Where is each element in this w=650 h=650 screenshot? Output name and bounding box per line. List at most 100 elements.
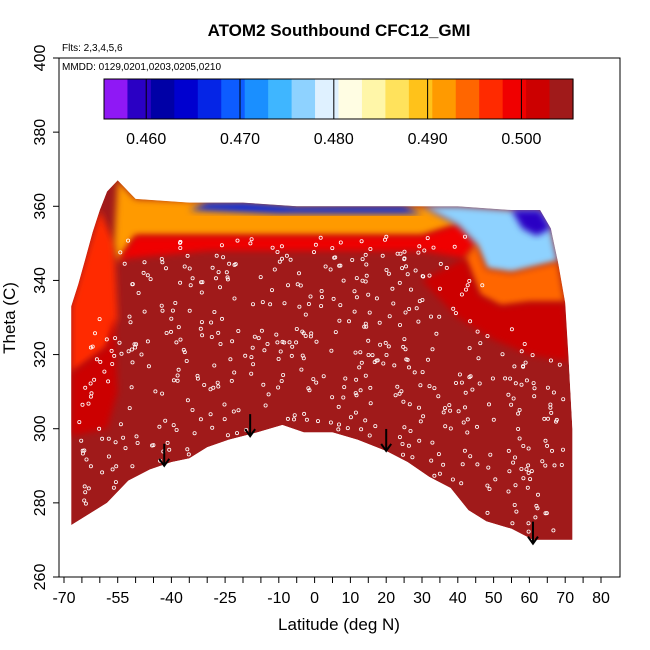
sample-point <box>270 245 275 250</box>
sample-point <box>275 340 280 345</box>
sample-point <box>437 471 442 476</box>
sample-point <box>126 349 131 354</box>
sample-point <box>121 435 126 440</box>
sample-point <box>475 462 480 467</box>
y-tick-label: 320 <box>32 341 49 368</box>
sample-point <box>82 448 87 453</box>
sample-point <box>352 289 357 294</box>
sample-point <box>545 443 550 448</box>
sample-point <box>406 443 411 448</box>
sample-point <box>232 296 237 301</box>
sample-point <box>513 483 518 488</box>
sample-point <box>190 276 195 281</box>
sample-point <box>200 333 205 338</box>
sample-point <box>299 367 304 372</box>
sample-points-group <box>77 234 566 534</box>
sample-point <box>530 353 535 358</box>
sample-point <box>163 266 168 271</box>
sample-point <box>171 423 176 428</box>
sample-point <box>113 336 118 341</box>
sample-point <box>190 407 195 412</box>
sample-point <box>198 326 203 331</box>
sample-point <box>164 330 169 335</box>
sample-point <box>554 419 559 424</box>
sample-point <box>420 297 425 302</box>
sample-point <box>421 274 426 279</box>
sample-point <box>321 374 326 379</box>
sample-point <box>252 334 257 339</box>
y-tick-label: 400 <box>32 45 49 72</box>
x-tick-label: 30 <box>413 590 431 607</box>
sample-point <box>276 385 281 390</box>
sample-point <box>136 290 141 295</box>
sample-point <box>459 292 464 297</box>
sample-point <box>428 314 433 319</box>
sample-point <box>278 349 283 354</box>
sample-point <box>478 341 483 346</box>
sample-point <box>212 309 217 314</box>
sample-point <box>195 373 200 378</box>
sample-point <box>517 407 522 412</box>
sample-point <box>178 337 183 342</box>
sample-point <box>276 356 281 361</box>
sample-point <box>487 486 492 491</box>
sample-point <box>250 345 255 350</box>
colorbar-tick-label: 0.470 <box>220 131 260 148</box>
sample-point <box>236 408 241 413</box>
sample-point <box>80 448 85 453</box>
sample-point <box>373 424 378 429</box>
sample-point <box>110 467 115 472</box>
sample-point <box>418 383 423 388</box>
colorbar-frame <box>103 78 574 120</box>
sample-point <box>292 413 297 418</box>
sample-point <box>342 385 347 390</box>
sample-point <box>100 470 105 475</box>
sample-point <box>438 261 443 266</box>
sample-point <box>230 339 235 344</box>
sample-point <box>153 389 158 394</box>
sample-point <box>306 386 311 391</box>
sample-point <box>410 455 415 460</box>
down-arrow-icon <box>244 414 256 438</box>
y-tick-label: 380 <box>32 119 49 146</box>
sample-point <box>374 358 379 363</box>
sample-point <box>408 428 413 433</box>
surface-fill-group <box>71 180 573 540</box>
sample-point <box>113 480 118 485</box>
sample-point <box>130 282 135 287</box>
sample-point <box>468 374 473 379</box>
sample-point <box>106 454 111 459</box>
sample-point <box>110 361 115 366</box>
sample-point <box>117 340 122 345</box>
sample-point <box>381 361 386 366</box>
sample-point <box>364 262 369 267</box>
sample-point <box>506 392 511 397</box>
sample-point <box>174 340 179 345</box>
sample-point <box>401 399 406 404</box>
sample-point <box>363 418 368 423</box>
sample-point <box>93 331 98 336</box>
sample-point <box>467 278 472 283</box>
sample-point <box>509 327 514 332</box>
sample-point <box>338 240 343 245</box>
sample-point <box>106 379 111 384</box>
sample-point <box>330 395 335 400</box>
sample-point <box>127 314 132 319</box>
colorbar-tick-label: 0.490 <box>408 131 448 148</box>
sample-point <box>382 237 387 242</box>
sample-point <box>318 235 323 240</box>
sample-point <box>291 417 296 422</box>
sample-point <box>311 250 316 255</box>
sample-point <box>493 477 498 482</box>
sample-point <box>216 330 221 335</box>
sample-point <box>354 377 359 382</box>
sample-point <box>521 476 526 481</box>
sample-point <box>208 412 213 417</box>
sample-point <box>405 272 410 277</box>
sample-point <box>521 364 526 369</box>
sample-point <box>512 502 517 507</box>
sample-point <box>506 448 511 453</box>
sample-point <box>208 387 213 392</box>
sample-point <box>178 280 183 285</box>
